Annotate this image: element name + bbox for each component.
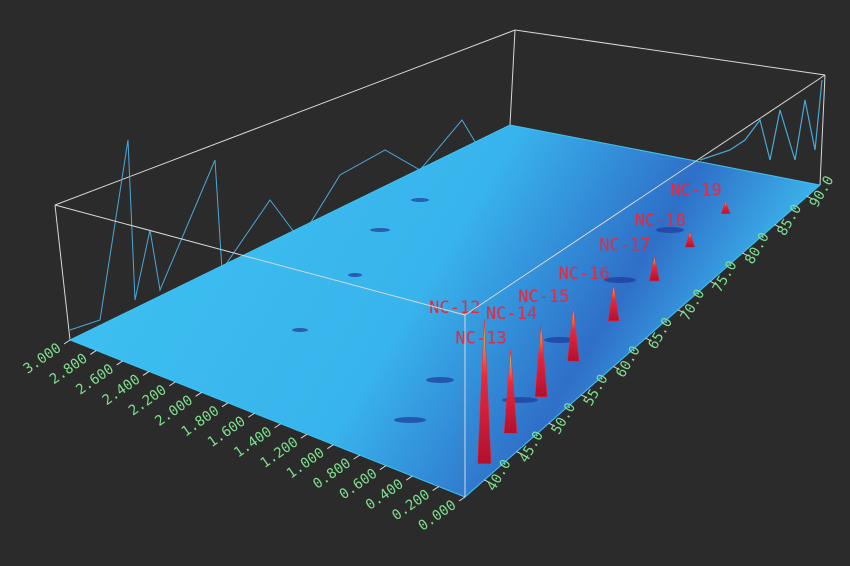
peak xyxy=(684,230,695,248)
streak xyxy=(604,277,636,283)
streak xyxy=(426,377,454,383)
edge xyxy=(509,29,516,126)
peak xyxy=(477,319,492,464)
y-tick xyxy=(548,422,556,427)
edge xyxy=(514,29,826,76)
y-tick xyxy=(580,394,588,399)
back-trace xyxy=(699,79,823,161)
x-tick xyxy=(142,370,150,376)
peak-label: NC-12 xyxy=(429,298,480,318)
peak xyxy=(649,256,660,282)
peak xyxy=(607,285,620,322)
box-front xyxy=(54,74,826,497)
x-tick xyxy=(300,433,308,439)
peak-label: NC-13 xyxy=(455,329,506,349)
edge xyxy=(819,74,826,186)
streak xyxy=(348,273,362,277)
y-tick xyxy=(484,479,491,484)
streak xyxy=(394,417,426,423)
streak xyxy=(656,227,684,233)
back-trace xyxy=(69,119,511,331)
x-tick xyxy=(221,402,229,408)
edge xyxy=(54,204,71,341)
peak xyxy=(534,325,548,398)
peak xyxy=(503,349,518,434)
x-tick xyxy=(432,486,439,491)
y-tick xyxy=(677,309,685,314)
y-tick xyxy=(645,337,652,342)
streak xyxy=(544,337,576,343)
x-tick xyxy=(195,391,202,397)
x-tick xyxy=(63,339,71,345)
x-tick xyxy=(274,423,281,429)
streak xyxy=(370,228,390,232)
y-tick xyxy=(613,366,620,370)
x-tick xyxy=(90,350,97,355)
y-tick xyxy=(742,252,749,257)
y-tick xyxy=(774,224,782,229)
peak-label: NC-17 xyxy=(599,236,650,256)
box-back xyxy=(54,29,826,341)
x-tick xyxy=(327,444,334,450)
x-tick xyxy=(406,475,413,481)
y-tick xyxy=(516,451,523,456)
edge xyxy=(54,29,516,206)
peak-label: NC-16 xyxy=(558,264,609,284)
x-tick xyxy=(248,412,255,418)
peak-label: NC-15 xyxy=(518,287,569,307)
x-tick xyxy=(116,360,123,366)
peak-label: NC-18 xyxy=(635,211,686,231)
edge xyxy=(464,74,826,316)
y-tick xyxy=(710,280,717,285)
x-tick xyxy=(379,465,387,471)
x-tick xyxy=(169,381,176,387)
y-tick xyxy=(806,195,814,200)
streak xyxy=(411,198,429,202)
x-tick xyxy=(458,496,466,502)
peak xyxy=(567,308,580,362)
peak xyxy=(720,200,731,214)
peak-label: NC-19 xyxy=(670,180,721,200)
x-tick xyxy=(353,454,360,460)
peak-label: NC-14 xyxy=(486,304,537,324)
edge xyxy=(54,204,466,316)
streak xyxy=(292,328,308,332)
